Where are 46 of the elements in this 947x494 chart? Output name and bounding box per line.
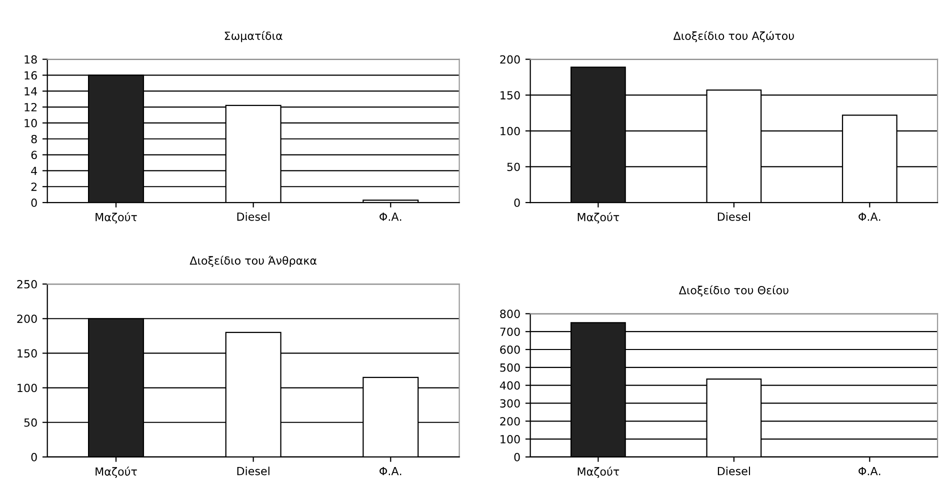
chart-title: Διοξείδιο του Αζώτου	[673, 30, 794, 42]
x-tick-label: Diesel	[718, 212, 750, 221]
x-tick-label: Φ.Α.	[380, 212, 402, 221]
x-tick-label: Μαζούτ	[96, 212, 137, 224]
x-tick-label: Μαζούτ	[578, 212, 620, 224]
x-tick-label: Diesel	[237, 212, 270, 221]
y-tick-label: 4	[31, 166, 38, 175]
y-tick-label: 16	[24, 71, 37, 80]
y-tick-label: 700	[500, 328, 520, 336]
chart-title: Σωματίδια	[224, 30, 282, 42]
y-tick-label: 100	[500, 435, 520, 444]
y-tick-label: 150	[500, 91, 520, 100]
x-tick-label: Diesel	[718, 466, 750, 476]
x-tick-label: Μαζούτ	[578, 466, 620, 478]
y-tick-label: 14	[24, 87, 38, 96]
x-tick-label: Μαζούτ	[96, 466, 137, 478]
y-tick-label: 100	[500, 126, 520, 136]
x-tick-label: Φ.Α.	[380, 467, 402, 476]
y-tick-label: 0	[31, 452, 37, 462]
y-tick-label: 2	[31, 182, 37, 191]
y-tick-label: 12	[24, 103, 37, 112]
y-tick-label: 400	[500, 381, 520, 390]
y-tick-label: 50	[24, 418, 37, 427]
y-tick-label: 0	[31, 198, 37, 207]
chart-title: Διοξείδιο του Άνθρακα	[190, 256, 316, 267]
y-tick-label: 800	[500, 310, 520, 318]
y-tick-label: 150	[18, 349, 37, 358]
y-tick-label: 500	[500, 363, 520, 372]
y-tick-label: 100	[18, 384, 37, 392]
y-tick-label: 6	[31, 150, 37, 160]
y-tick-label: 300	[500, 399, 520, 408]
y-tick-label: 200	[500, 417, 520, 426]
chart-title: Διοξείδιο του Θείου	[678, 285, 788, 297]
y-tick-label: 250	[17, 280, 37, 288]
y-tick-label: 200	[17, 314, 37, 324]
x-tick-label: Φ.Α.	[858, 212, 880, 221]
y-tick-label: 600	[500, 345, 520, 354]
y-tick-label: 0	[514, 452, 520, 462]
x-tick-label: Diesel	[237, 466, 270, 476]
y-tick-label: 0	[514, 198, 520, 207]
y-tick-label: 50	[507, 162, 520, 172]
y-tick-label: 8	[31, 134, 37, 144]
y-tick-label: 10	[24, 118, 37, 128]
y-tick-label: 18	[24, 55, 37, 64]
x-tick-label: Φ.Α.	[858, 467, 880, 476]
y-tick-label: 200	[500, 55, 520, 64]
